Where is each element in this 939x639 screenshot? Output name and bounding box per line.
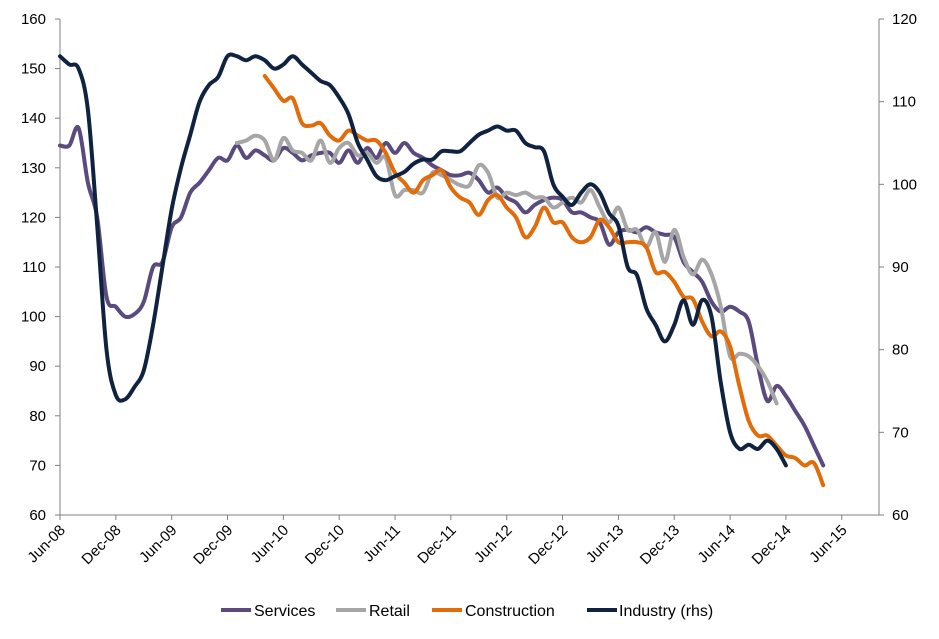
x-tick-label: Dec-12: [525, 522, 571, 568]
right-tick-label: 100: [892, 176, 917, 193]
legend-label-industry-rhs: Industry (rhs): [619, 603, 713, 620]
right-axis-ticks: 60 70 80 90 100 110 120: [879, 11, 917, 524]
left-axis-ticks: 60 70 80 90 100 110 120 130 140 150 160: [21, 11, 60, 524]
left-tick-label: 140: [21, 110, 46, 127]
series-line-construction: [262, 74, 826, 488]
x-axis-ticks: Jun-08 Dec-08 Jun-09 Dec-09 Jun-10 Dec-10 Jun-…: [24, 515, 851, 568]
x-tick-label: Dec-11: [414, 522, 459, 567]
left-tick-label: 150: [21, 61, 46, 78]
right-tick-label: 70: [892, 424, 909, 441]
x-tick-label: Jun-13: [583, 522, 627, 566]
legend-label-services: Services: [254, 603, 315, 620]
x-tick-label: Dec-13: [637, 522, 683, 568]
left-tick-label: 100: [21, 309, 46, 326]
x-tick-label: Jun-10: [248, 522, 292, 566]
legend-label-retail: Retail: [369, 603, 410, 620]
x-tick-label: Dec-10: [302, 522, 348, 568]
left-tick-label: 70: [29, 457, 46, 474]
x-tick-label: Jun-14: [694, 522, 738, 566]
legend-label-construction: Construction: [465, 603, 555, 620]
left-tick-label: 80: [29, 408, 46, 425]
series-line-retail: [234, 133, 779, 406]
series-line-services: [58, 124, 826, 468]
x-tick-label: Jun-15: [806, 522, 850, 566]
left-tick-label: 120: [21, 209, 46, 226]
series-lines: [58, 52, 826, 488]
left-tick-label: 110: [22, 259, 46, 276]
legend: Services Retail Construction Industry (rhs): [221, 603, 713, 620]
left-tick-label: 130: [21, 160, 46, 177]
left-tick-label: 60: [29, 507, 46, 524]
left-tick-label: 90: [29, 358, 46, 375]
x-tick-label: Jun-12: [471, 522, 515, 566]
right-tick-label: 110: [892, 94, 916, 111]
right-tick-label: 90: [892, 259, 909, 276]
x-tick-label: Jun-09: [136, 522, 180, 566]
right-tick-label: 120: [892, 11, 917, 28]
x-tick-label: Dec-14: [749, 522, 795, 568]
right-tick-label: 60: [892, 507, 909, 524]
left-tick-label: 160: [21, 11, 46, 28]
x-tick-label: Jun-08: [24, 522, 68, 566]
series-line-industry-rhs: [58, 52, 788, 468]
x-tick-label: Dec-08: [78, 522, 124, 568]
right-tick-label: 80: [892, 342, 909, 359]
x-tick-label: Jun-11: [360, 522, 404, 566]
plot-area: [59, 19, 880, 516]
x-tick-label: Dec-09: [190, 522, 236, 568]
